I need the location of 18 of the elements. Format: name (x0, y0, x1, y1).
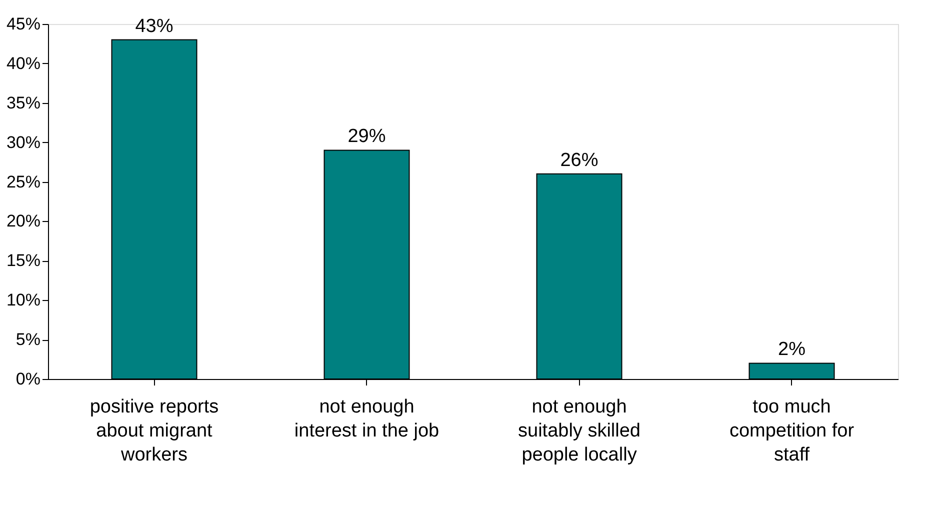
y-tick-label: 20% (6, 212, 40, 231)
y-tick-label: 5% (16, 330, 40, 350)
data-label: 26% (560, 150, 598, 171)
y-tick-label: 40% (6, 54, 40, 73)
data-label: 29% (348, 126, 386, 148)
y-tick-label: 35% (6, 93, 40, 112)
data-label: 43% (135, 16, 174, 37)
x-tick-label: not enough suitably skilled people locally (518, 396, 640, 466)
y-tick-label: 30% (6, 132, 40, 152)
x-tick-label: too much competition for staff (729, 396, 855, 466)
y-tick-label: 25% (6, 172, 40, 192)
y-tick-label: 15% (6, 251, 40, 270)
x-tick-label: positive reports about migrant workers (90, 396, 219, 466)
x-tick-label: not enough interest in the job (294, 396, 440, 442)
y-tick-label: 10% (6, 290, 40, 310)
y-tick-label: 45% (6, 14, 40, 34)
y-tick-label: 0% (16, 370, 40, 388)
data-label: 2% (778, 339, 806, 360)
